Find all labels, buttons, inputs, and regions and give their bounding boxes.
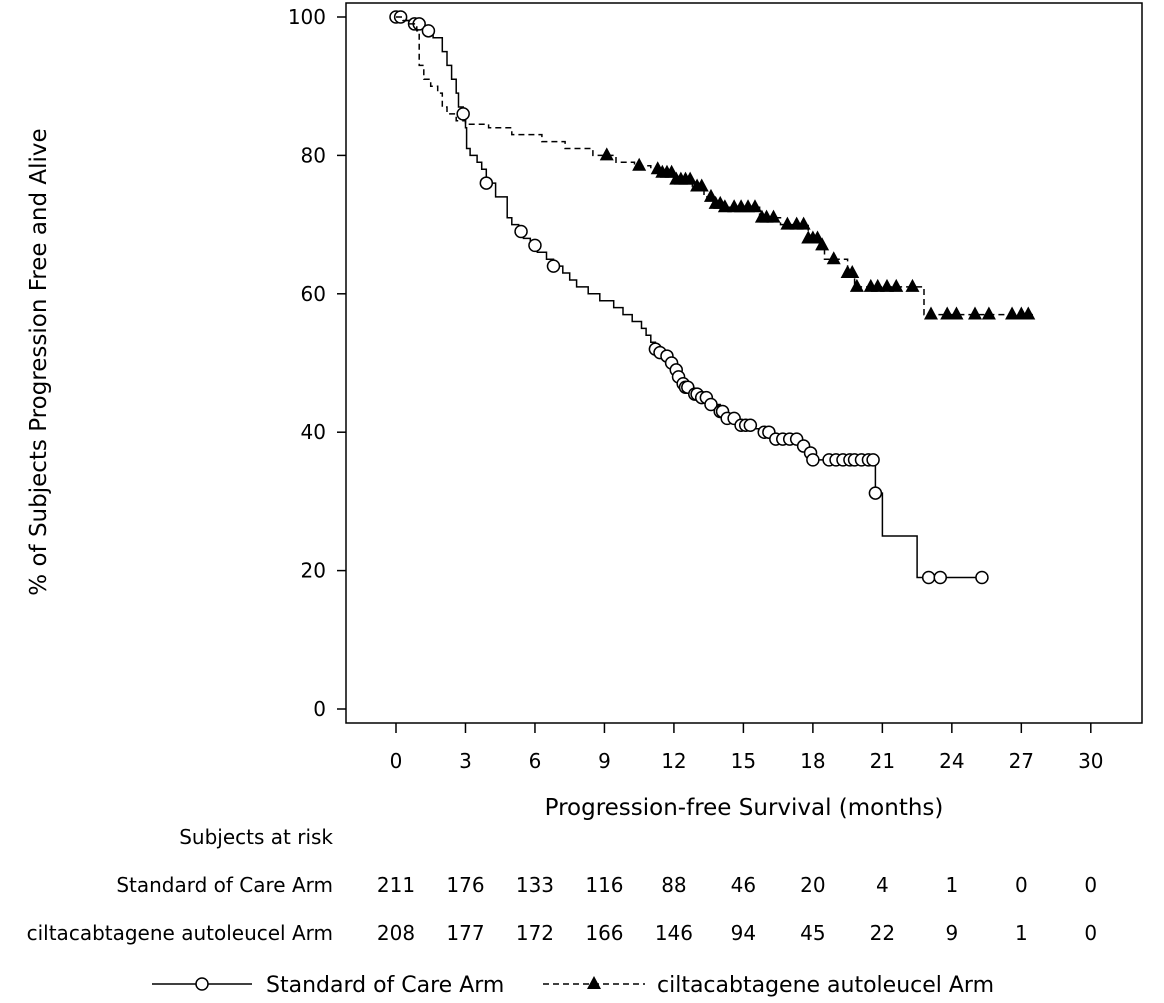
x-tick-label: 30 [1078, 749, 1103, 773]
risk-count: 0 [1084, 873, 1097, 897]
risk-row-label: Standard of Care Arm [116, 873, 333, 897]
y-tick-label: 60 [301, 282, 326, 306]
risk-count: 46 [731, 873, 756, 897]
series-standard-of-care [389, 10, 989, 585]
x-axis-title: Progression-free Survival (months) [545, 795, 944, 821]
censor-mark [421, 24, 436, 38]
risk-count: 20 [800, 873, 825, 897]
censor-mark [704, 397, 718, 412]
x-tick-label: 18 [800, 749, 825, 773]
censor-mark [1021, 306, 1036, 320]
censor-mark [632, 157, 647, 171]
x-tick-label: 0 [390, 749, 403, 773]
censor-mark [868, 486, 883, 500]
y-tick-label: 80 [301, 143, 326, 167]
series-cilta-cel [396, 16, 1036, 320]
risk-table-header: Subjects at risk [179, 825, 333, 849]
risk-count: 133 [516, 873, 554, 897]
censor-mark [826, 251, 841, 265]
y-axis-title: % of Subjects Progression Free and Alive [26, 128, 52, 595]
censor-mark [870, 278, 885, 292]
y-tick-label: 20 [301, 559, 326, 583]
survival-curve [396, 16, 987, 579]
risk-count: 0 [1084, 921, 1097, 945]
y-tick-label: 0 [313, 697, 326, 721]
risk-count: 166 [585, 921, 623, 945]
x-tick-label: 15 [731, 749, 756, 773]
legend-marker-circle [195, 977, 209, 991]
x-tick-label: 9 [598, 749, 611, 773]
censor-mark [766, 209, 781, 223]
risk-count: 45 [800, 921, 825, 945]
x-axis: 0 3 6 9 12 15 18 21 24 27 30 [390, 723, 1104, 773]
censor-mark [683, 171, 698, 185]
legend-marker-triangle [587, 976, 601, 989]
risk-count: 208 [377, 921, 415, 945]
risk-count: 4 [876, 873, 889, 897]
risk-count: 9 [945, 921, 958, 945]
censor-mark [1005, 306, 1020, 320]
censor-mark [479, 176, 494, 190]
censor-mark [849, 278, 864, 292]
x-tick-label: 21 [870, 749, 895, 773]
censor-mark [921, 570, 936, 585]
censor-mark [845, 265, 860, 279]
risk-count: 211 [377, 873, 415, 897]
y-axis: 0 20 40 60 80 100 [288, 5, 346, 721]
risk-count: 0 [1015, 873, 1028, 897]
censor-mark [546, 259, 561, 273]
censor-mark [889, 278, 904, 292]
censor-mark [528, 238, 542, 253]
censor-mark [456, 107, 470, 121]
x-tick-label: 6 [529, 749, 542, 773]
x-tick-label: 12 [661, 749, 686, 773]
legend-label-cilta: ciltacabtagene autoleucel Arm [657, 973, 994, 998]
censor-mark [981, 306, 996, 320]
risk-count: 172 [516, 921, 554, 945]
risk-count: 1 [945, 873, 958, 897]
censor-mark [815, 237, 830, 251]
risk-count: 146 [655, 921, 693, 945]
censor-mark [599, 147, 614, 161]
censor-mark [923, 306, 938, 320]
legend: Standard of Care Arm ciltacabtagene autol… [152, 973, 994, 998]
series-layer [389, 10, 1036, 585]
risk-count: 1 [1015, 921, 1028, 945]
risk-count: 88 [661, 873, 686, 897]
censor-mark [975, 570, 989, 585]
censor-mark [796, 216, 811, 230]
survival-curve [396, 16, 1033, 316]
censor-mark [879, 278, 894, 292]
censor-mark [694, 178, 709, 192]
censor-mark [949, 306, 964, 320]
censor-mark [780, 216, 795, 230]
censor-mark [866, 453, 880, 467]
x-tick-label: 27 [1009, 749, 1034, 773]
risk-count: 116 [585, 873, 623, 897]
risk-count: 176 [446, 873, 484, 897]
risk-row-label: ciltacabtagene autoleucel Arm [27, 921, 333, 945]
censor-mark [933, 570, 948, 585]
censor-mark [514, 224, 528, 239]
censor-mark [968, 306, 982, 320]
y-tick-label: 40 [301, 420, 326, 444]
y-tick-label: 100 [288, 5, 326, 29]
censor-mark [806, 453, 820, 467]
censor-mark [940, 306, 955, 320]
risk-count: 94 [731, 921, 756, 945]
censor-mark [743, 418, 758, 433]
censor-mark [747, 199, 762, 213]
censor-mark [717, 199, 732, 213]
risk-count: 177 [446, 921, 484, 945]
x-tick-label: 3 [459, 749, 472, 773]
censor-mark [905, 278, 920, 292]
risk-table: Subjects at risk Standard of Care Arm 211… [27, 825, 1098, 945]
x-tick-label: 24 [939, 749, 964, 773]
legend-label-standard: Standard of Care Arm [266, 973, 504, 998]
risk-count: 22 [870, 921, 895, 945]
